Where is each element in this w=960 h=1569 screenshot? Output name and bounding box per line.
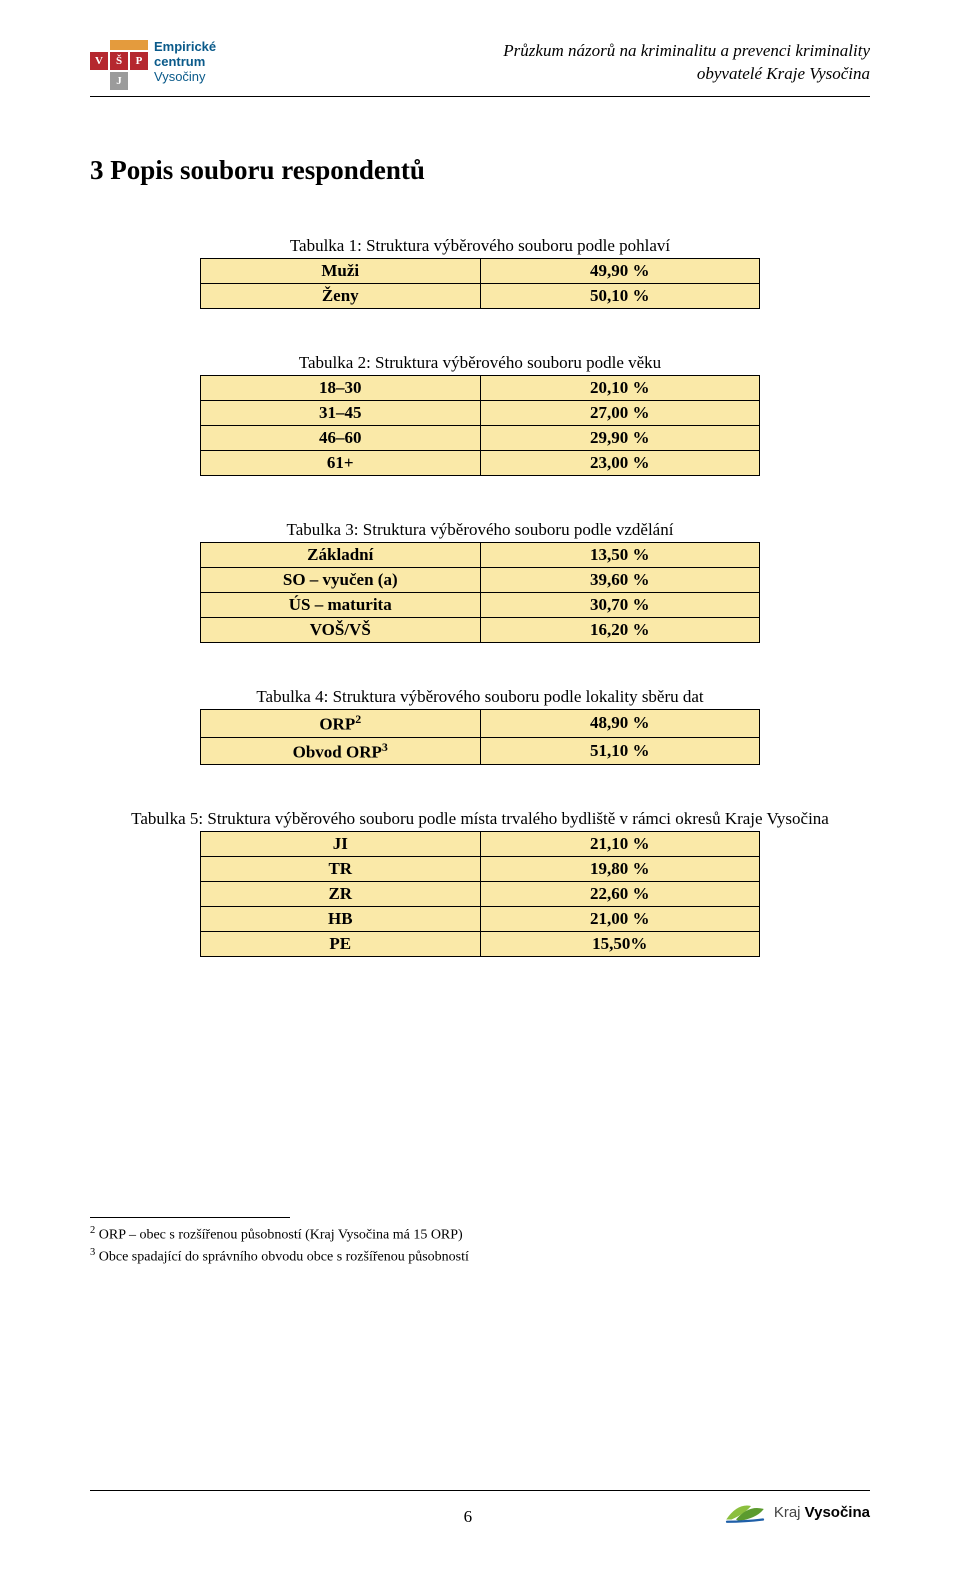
- table-row: ÚS – maturita30,70 %: [201, 593, 760, 618]
- cell-value: 13,50 %: [480, 543, 760, 568]
- cell-value: 30,70 %: [480, 593, 760, 618]
- table-row: JI21,10 %: [201, 832, 760, 857]
- table-row: 61+23,00 %: [201, 451, 760, 476]
- cell-value: 20,10 %: [480, 376, 760, 401]
- kraj-bold: Vysočina: [805, 1504, 870, 1521]
- header-right: Průzkum názorů na kriminalitu a prevenci…: [503, 40, 870, 86]
- page-header: V Š P J Empirické centrum Vysočiny Průzk…: [90, 40, 870, 90]
- footnote-3: 3 Obce spadající do správního obvodu obc…: [90, 1246, 870, 1268]
- logo-orange-bar: [110, 40, 148, 50]
- table4-caption: Tabulka 4: Struktura výběrového souboru …: [90, 687, 870, 707]
- cell-label-sup: 2: [355, 712, 361, 726]
- logo-sq-p: P: [130, 52, 148, 70]
- cell-label: 46–60: [201, 426, 481, 451]
- cell-label: TR: [201, 857, 481, 882]
- cell-value: 27,00 %: [480, 401, 760, 426]
- table4: ORP2 48,90 % Obvod ORP3 51,10 %: [200, 709, 760, 765]
- cell-label: PE: [201, 932, 481, 957]
- cell-value: 48,90 %: [480, 710, 760, 738]
- cell-label: VOŠ/VŠ: [201, 618, 481, 643]
- cell-value: 51,10 %: [480, 737, 760, 765]
- header-rule: [90, 96, 870, 97]
- table-row: ZR22,60 %: [201, 882, 760, 907]
- footnote-2: 2 ORP – obec s rozšířenou působností (Kr…: [90, 1224, 870, 1246]
- cell-label: Obvod ORP3: [201, 737, 481, 765]
- table-row: Muži49,90 %: [201, 259, 760, 284]
- table1: Muži49,90 % Ženy50,10 %: [200, 258, 760, 309]
- page-footer: 6 Kraj Vysočina: [90, 1482, 870, 1527]
- cell-label: Ženy: [201, 284, 481, 309]
- table-row: VOŠ/VŠ16,20 %: [201, 618, 760, 643]
- table-row: 18–3020,10 %: [201, 376, 760, 401]
- cell-label: ORP2: [201, 710, 481, 738]
- table-row: PE15,50%: [201, 932, 760, 957]
- header-right-line1: Průzkum názorů na kriminalitu a prevenci…: [503, 40, 870, 63]
- table5-caption: Tabulka 5: Struktura výběrového souboru …: [90, 809, 870, 829]
- page-number: 6: [460, 1507, 473, 1527]
- table-row: Obvod ORP3 51,10 %: [201, 737, 760, 765]
- cell-label-text: Obvod ORP: [293, 742, 382, 761]
- cell-label-text: ORP: [319, 715, 355, 734]
- cell-value: 21,10 %: [480, 832, 760, 857]
- table5: JI21,10 % TR19,80 % ZR22,60 % HB21,00 % …: [200, 831, 760, 957]
- cell-value: 39,60 %: [480, 568, 760, 593]
- cell-value: 22,60 %: [480, 882, 760, 907]
- cell-value: 50,10 %: [480, 284, 760, 309]
- section-title: 3 Popis souboru respondentů: [90, 155, 870, 186]
- logo-text-line1: Empirické: [154, 40, 216, 55]
- logo-text-line2: centrum: [154, 55, 216, 70]
- footnote-rule: [90, 1217, 290, 1218]
- table-row: Základní13,50 %: [201, 543, 760, 568]
- cell-label: ZR: [201, 882, 481, 907]
- table2-caption: Tabulka 2: Struktura výběrového souboru …: [90, 353, 870, 373]
- cell-value: 16,20 %: [480, 618, 760, 643]
- kraj-thin: Kraj: [774, 1504, 801, 1521]
- cell-value: 15,50%: [480, 932, 760, 957]
- cell-value: 21,00 %: [480, 907, 760, 932]
- table-row: SO – vyučen (a)39,60 %: [201, 568, 760, 593]
- cell-label: Muži: [201, 259, 481, 284]
- kraj-logo: Kraj Vysočina: [722, 1497, 870, 1527]
- cell-label: 61+: [201, 451, 481, 476]
- table-row: 31–4527,00 %: [201, 401, 760, 426]
- table1-caption: Tabulka 1: Struktura výběrového souboru …: [90, 236, 870, 256]
- footnote-3-text: Obce spadající do správního obvodu obce …: [99, 1250, 469, 1265]
- logo-text-line3: Vysočiny: [154, 70, 216, 85]
- cell-value: 29,90 %: [480, 426, 760, 451]
- logo-sq-v: V: [90, 52, 108, 70]
- logo-text: Empirické centrum Vysočiny: [154, 40, 216, 85]
- kraj-word: Kraj Vysočina: [774, 1504, 870, 1521]
- cell-label: HB: [201, 907, 481, 932]
- cell-label: ÚS – maturita: [201, 593, 481, 618]
- header-right-line2: obyvatelé Kraje Vysočina: [503, 63, 870, 86]
- table3-caption: Tabulka 3: Struktura výběrového souboru …: [90, 520, 870, 540]
- cell-value: 19,80 %: [480, 857, 760, 882]
- kraj-leaf-icon: [722, 1497, 768, 1527]
- table-row: Ženy50,10 %: [201, 284, 760, 309]
- table-row: ORP2 48,90 %: [201, 710, 760, 738]
- cell-label: 31–45: [201, 401, 481, 426]
- cell-label: 18–30: [201, 376, 481, 401]
- logo-sq-s: Š: [110, 52, 128, 70]
- footnote-2-text: ORP – obec s rozšířenou působností (Kraj…: [99, 1228, 463, 1243]
- cell-value: 23,00 %: [480, 451, 760, 476]
- table-row: 46–6029,90 %: [201, 426, 760, 451]
- cell-label: JI: [201, 832, 481, 857]
- cell-label: SO – vyučen (a): [201, 568, 481, 593]
- cell-value: 49,90 %: [480, 259, 760, 284]
- table-row: TR19,80 %: [201, 857, 760, 882]
- cell-label-sup: 3: [382, 740, 388, 754]
- table2: 18–3020,10 % 31–4527,00 % 46–6029,90 % 6…: [200, 375, 760, 476]
- table3: Základní13,50 % SO – vyučen (a)39,60 % Ú…: [200, 542, 760, 643]
- logo-sq-j: J: [110, 72, 128, 90]
- table-row: HB21,00 %: [201, 907, 760, 932]
- cell-label: Základní: [201, 543, 481, 568]
- footer-rule: [90, 1490, 870, 1491]
- logo-squares: V Š P J: [90, 40, 148, 90]
- left-logo: V Š P J Empirické centrum Vysočiny: [90, 40, 216, 90]
